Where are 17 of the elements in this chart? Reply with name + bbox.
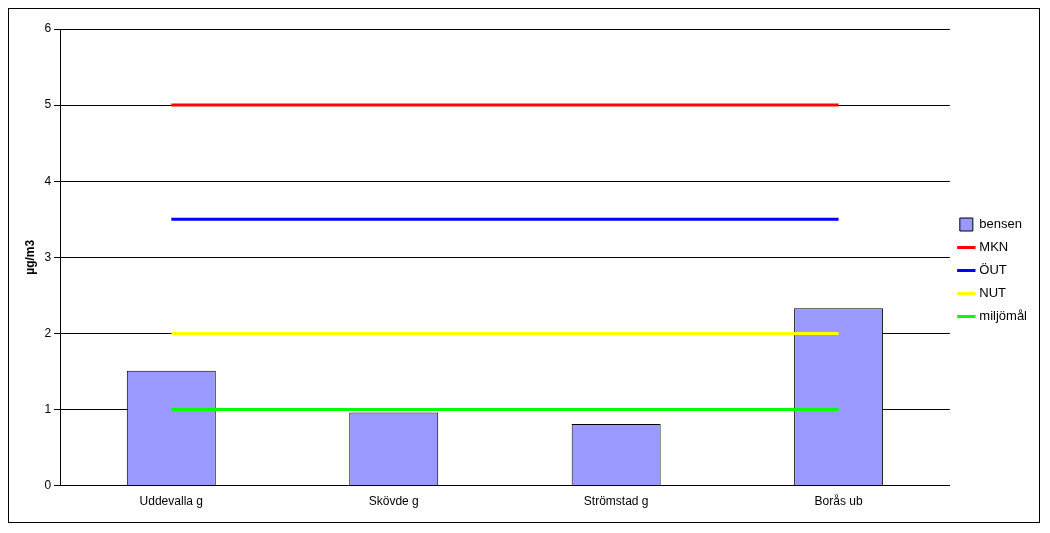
y-axis-title: µg/m3 bbox=[22, 239, 37, 275]
y-tick-label: 5 bbox=[44, 97, 52, 112]
y-tick-label: 4 bbox=[44, 173, 52, 188]
legend-label: bensen bbox=[979, 216, 1022, 232]
y-tick-label: 0 bbox=[44, 477, 52, 492]
legend-label: MKN bbox=[979, 239, 1009, 255]
x-tick-label: Uddevalla g bbox=[139, 494, 203, 509]
legend-label: ÖUT bbox=[979, 262, 1007, 278]
x-tick-label: Strömstad g bbox=[583, 494, 649, 509]
y-tick-label: 2 bbox=[44, 325, 52, 340]
y-tick-label: 1 bbox=[44, 401, 52, 416]
legend-label: miljömål bbox=[979, 308, 1028, 324]
y-tick-label: 3 bbox=[44, 249, 52, 264]
x-tick-label: Borås ub bbox=[814, 494, 863, 509]
y-tick-label: 6 bbox=[44, 21, 52, 36]
x-tick-label: Skövde g bbox=[368, 494, 419, 509]
legend-label: NUT bbox=[979, 285, 1007, 301]
